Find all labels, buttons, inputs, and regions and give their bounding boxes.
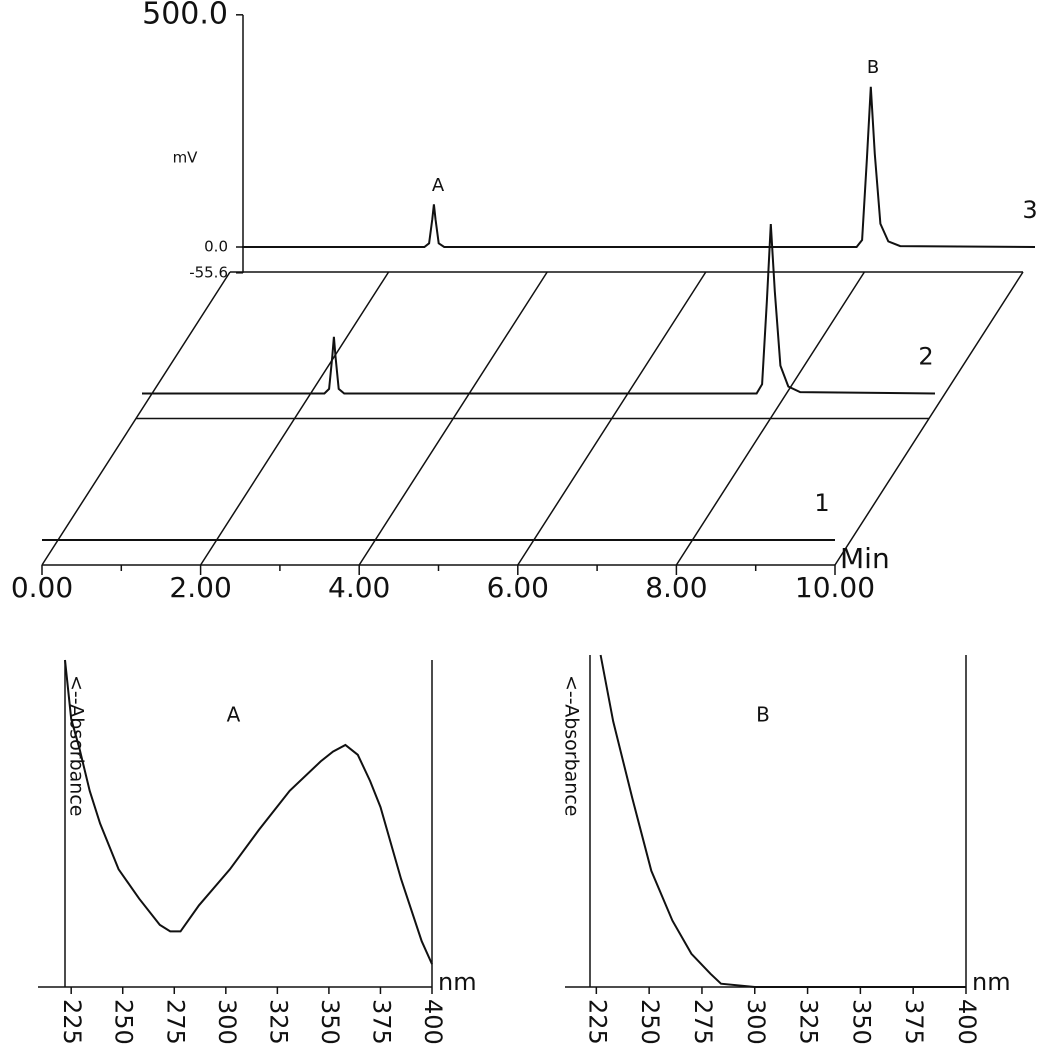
x-tick-label: 8.00 (645, 571, 707, 604)
x-tick-label: 325 (264, 999, 292, 1045)
x-tick-label: 225 (583, 999, 611, 1045)
x-tick-label: 275 (689, 999, 717, 1045)
x-tick-label: 375 (367, 999, 395, 1045)
peak-label: A (432, 175, 445, 196)
spectrum (599, 654, 966, 988)
y-tick-label: 500.0 (142, 0, 228, 31)
x-tick-label: 300 (742, 999, 770, 1045)
x-tick-label: 400 (419, 999, 447, 1045)
panel-title: B (756, 703, 770, 727)
x-tick-label: 250 (110, 999, 138, 1045)
trace-label: 2 (918, 343, 933, 371)
trace-label: 1 (814, 489, 829, 517)
x-axis-label: Min (840, 542, 890, 575)
x-tick-label: 10.00 (795, 571, 875, 604)
grid-line (41, 271, 231, 566)
grid-line (199, 271, 390, 566)
x-tick-label: 350 (847, 999, 875, 1045)
x-tick-label: 375 (900, 999, 928, 1045)
x-tick-label: 2.00 (169, 571, 231, 604)
x-tick-label: 225 (58, 999, 86, 1045)
peak-label: B (867, 57, 879, 78)
x-tick-label: 350 (316, 999, 344, 1045)
y-axis-label: <--Absorbance (561, 675, 583, 817)
x-tick-label: 0.00 (11, 571, 73, 604)
grid-line (358, 271, 548, 566)
x-tick-label: 250 (636, 999, 664, 1045)
spectrum (64, 659, 433, 965)
x-tick-label: 400 (953, 999, 981, 1045)
trace (242, 86, 1036, 248)
y-tick-label: 0.0 (204, 238, 228, 256)
trace-label: 3 (1022, 196, 1037, 224)
grid-line (834, 271, 1024, 566)
x-tick-label: 6.00 (487, 571, 549, 604)
x-tick-label: 275 (161, 999, 189, 1045)
grid-line (517, 271, 707, 566)
y-axis-label: mV (173, 149, 199, 167)
x-axis-label: nm (438, 968, 477, 996)
x-tick-label: 300 (213, 999, 241, 1045)
grid-line (675, 271, 866, 566)
x-tick-label: 325 (795, 999, 823, 1045)
y-tick-label: -55.6 (189, 263, 228, 281)
x-axis-label: nm (972, 968, 1011, 996)
x-tick-label: 4.00 (328, 571, 390, 604)
panel-title: A (227, 703, 241, 727)
trace (142, 223, 936, 395)
